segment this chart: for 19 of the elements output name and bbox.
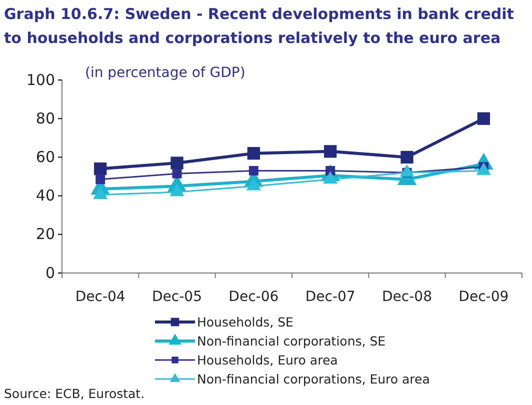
x-tick-label: Dec-07 — [305, 289, 356, 306]
y-tick-label: 40 — [36, 186, 55, 205]
legend-label: Households, SE — [197, 314, 294, 330]
chart-title: Graph 10.6.7: Sweden - Recent developments in bank credit to households and corporations relatively to the euro area — [4, 5, 514, 47]
legend-label: Non-financial corporations, Euro area — [197, 372, 430, 386]
y-tick-label: 60 — [36, 148, 55, 166]
x-tick-label: Dec-05 — [152, 289, 202, 306]
x-tick-label: Dec-09 — [458, 289, 509, 306]
y-tick-label: 20 — [36, 225, 55, 244]
y-tick-label: 80 — [36, 109, 55, 128]
source-note: Source: ECB, Eurostat. — [4, 386, 145, 401]
y-tick-label: 100 — [26, 70, 55, 89]
x-tick-label: Dec-08 — [382, 289, 432, 306]
x-tick-label: Dec-06 — [228, 289, 279, 306]
legend-label: Households, Euro area — [197, 352, 338, 368]
chart-subtitle: (in percentage of GDP) — [85, 65, 246, 81]
x-tick-label: Dec-04 — [75, 289, 126, 306]
legend-label: Non-financial corporations, SE — [197, 334, 386, 348]
y-tick-label: 0 — [45, 264, 55, 282]
